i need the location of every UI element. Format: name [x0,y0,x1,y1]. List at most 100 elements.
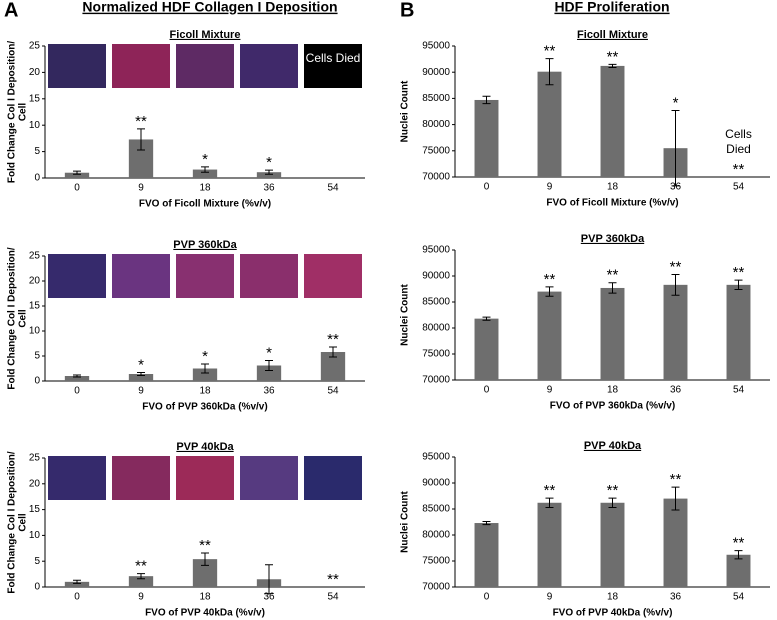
error-bar [201,363,209,374]
x-tick-label: 18 [199,592,211,603]
error-bar [608,63,617,68]
micrograph [112,456,170,500]
error-bar [137,372,145,376]
x-tick-label: 18 [199,183,211,194]
y-tick-label: 90000 [422,271,450,282]
micrograph [176,456,234,500]
error-bar [265,169,273,175]
chart-title: Ficoll Mixture [577,29,648,41]
error-bar [608,282,617,294]
x-tick-label: 18 [607,592,619,603]
y-axis-label: Cell [18,309,29,328]
bar [726,554,751,587]
y-tick-label: 10 [29,120,41,131]
x-tick-label: 0 [74,183,80,194]
bar [64,172,90,178]
chart-title: PVP 360kDa [581,233,645,245]
error-bar [482,316,491,321]
significance: ** [733,264,745,281]
micrograph [48,44,106,88]
y-tick-label: 15 [29,504,41,515]
y-tick-label: 25 [29,453,41,464]
micrograph [240,456,298,500]
y-tick-label: 85000 [422,297,450,308]
micrograph [304,254,362,298]
y-tick-label: 0 [34,173,40,184]
bar [600,502,625,587]
x-tick-label: 54 [327,592,339,603]
error-bar [671,109,680,187]
significance: * [202,151,208,168]
error-bar [137,128,145,151]
y-tick-label: 0 [34,582,40,593]
y-tick-label: 95000 [422,41,450,52]
error-bar [545,286,554,297]
micrograph [112,44,170,88]
significance: * [266,154,272,171]
x-tick-label: 9 [547,385,553,396]
y-tick-label: 90000 [422,478,450,489]
significance: * [673,94,679,111]
significance: ** [544,482,556,499]
y-tick-label: 80000 [422,323,450,334]
x-axis-label: FVO of PVP 40kDa (%v/v) [553,608,673,619]
significance: ** [135,558,147,575]
y-axis-label: Fold Change Col I Deposition/ [7,451,18,593]
chart-title: Ficoll Mixture [170,29,241,41]
x-tick-label: 18 [607,385,619,396]
x-tick-label: 0 [484,182,490,193]
micrograph [240,44,298,88]
error-bar [137,573,145,580]
chart-title: PVP 360kDa [173,239,237,251]
error-bar [482,95,491,105]
significance: ** [199,537,211,554]
y-axis-label: Cell [18,103,29,122]
y-tick-label: 80000 [422,530,450,541]
annotation: Cells Died [725,127,752,156]
x-tick-label: 18 [199,386,211,397]
significance: * [202,348,208,365]
y-axis-label: Fold Change Col I Deposition/ [7,41,18,183]
y-tick-label: 0 [34,376,40,387]
significance: ** [607,482,619,499]
significance: ** [544,43,556,60]
y-tick-label: 90000 [422,67,450,78]
y-axis-label: Fold Change Col I Deposition/ [7,247,18,389]
panel-letter: A [4,0,18,21]
error-bar [201,552,209,566]
y-tick-label: 20 [29,478,41,489]
x-tick-label: 36 [670,182,682,193]
y-tick-label: 10 [29,326,41,337]
bar [537,291,562,380]
y-tick-label: 5 [34,556,40,567]
chart-title: PVP 40kDa [176,441,234,453]
bar [192,169,218,178]
significance: ** [607,267,619,284]
significance: ** [670,258,682,275]
x-tick-label: 54 [327,183,339,194]
x-tick-label: 36 [670,385,682,396]
error-bar [545,497,554,508]
bar [663,498,688,587]
y-tick-label: 85000 [422,504,450,515]
significance: * [138,356,144,373]
x-tick-label: 9 [138,183,144,194]
bar [600,287,625,380]
error-bar [671,273,680,296]
error-bar [73,374,81,378]
bar [600,65,625,177]
bar [537,71,562,177]
y-tick-label: 20 [29,276,41,287]
x-axis-label: FVO of PVP 360kDa (%v/v) [142,402,267,413]
x-tick-label: 36 [670,592,682,603]
panel-letter: B [400,0,414,21]
y-tick-label: 70000 [422,172,450,183]
x-tick-label: 54 [733,592,745,603]
micrograph [304,456,362,500]
y-tick-label: 95000 [422,245,450,256]
x-tick-label: 0 [484,385,490,396]
micrograph [48,456,106,500]
y-tick-label: 10 [29,530,41,541]
